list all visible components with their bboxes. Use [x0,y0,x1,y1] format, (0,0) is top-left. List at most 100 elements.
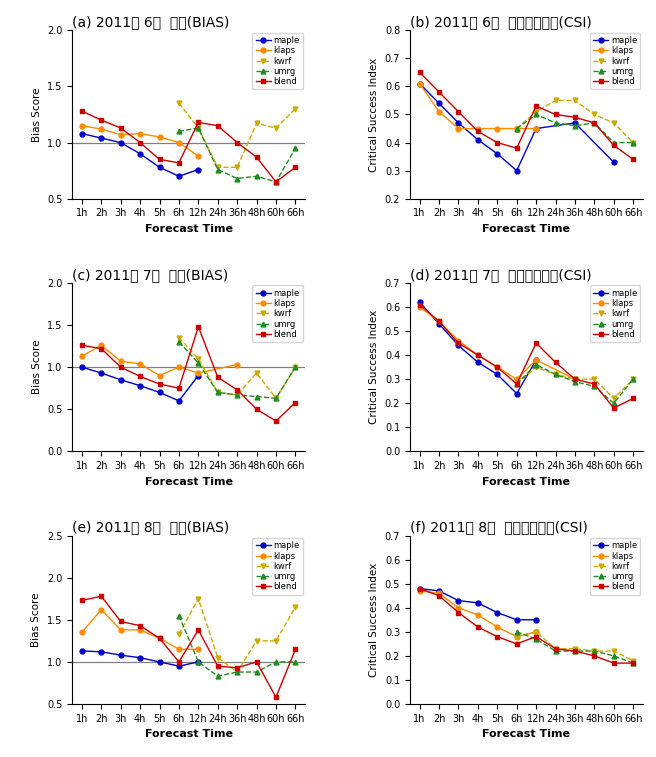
kwrf [571,96,579,105]
blend [291,163,299,172]
kwrf [253,369,260,378]
blend [610,659,618,668]
klaps [136,625,144,634]
Line: blend: blend [417,302,636,410]
maple [136,381,144,390]
blend [552,110,560,119]
klaps [155,634,163,643]
kwrf [291,603,299,612]
blend [272,693,280,702]
umrg [175,611,183,620]
kwrf [571,375,579,384]
kwrf [194,354,202,363]
klaps [78,628,86,637]
blend [155,379,163,388]
maple [97,647,105,656]
umrg [590,118,598,127]
blend [175,657,183,666]
blend [455,107,462,117]
blend [416,584,424,593]
blend [117,617,125,626]
klaps [97,125,105,134]
blend [234,138,241,147]
blend [136,372,144,381]
blend [455,338,462,347]
umrg [291,363,299,372]
kwrf [629,375,637,384]
klaps [435,589,443,598]
kwrf [513,632,521,641]
kwrf [253,119,260,128]
X-axis label: Forecast Time: Forecast Time [144,729,233,740]
blend [416,68,424,77]
klaps [194,645,202,654]
Text: (e) 2011년 8월  편이(BIAS): (e) 2011년 8월 편이(BIAS) [72,520,230,534]
blend [513,379,521,388]
blend [610,403,618,413]
maple [416,79,424,88]
umrg [234,174,241,183]
klaps [175,138,183,147]
klaps [571,375,579,384]
umrg [532,360,540,369]
klaps [455,336,462,345]
klaps [435,317,443,326]
kwrf [214,388,222,397]
umrg [194,358,202,367]
maple [175,397,183,406]
maple [78,129,86,138]
Line: kwrf: kwrf [514,629,636,663]
umrg [175,127,183,136]
blend [590,118,598,127]
blend [117,123,125,132]
blend [175,384,183,393]
Line: maple: maple [417,300,539,396]
blend [136,621,144,631]
maple [416,584,424,593]
blend [435,591,443,600]
kwrf [194,123,202,132]
Y-axis label: Critical Success Index: Critical Success Index [369,58,379,172]
blend [97,592,105,601]
klaps [117,625,125,634]
Line: umrg: umrg [514,363,636,406]
blend [474,350,482,360]
blend [455,608,462,617]
kwrf [214,163,222,172]
klaps [234,360,241,369]
umrg [253,668,260,677]
umrg [629,138,637,147]
maple [455,118,462,127]
klaps [97,605,105,614]
maple [474,358,482,367]
umrg [234,668,241,677]
maple [155,388,163,397]
umrg [629,375,637,384]
blend [78,107,86,116]
Legend: maple, klaps, kwrf, umrg, blend: maple, klaps, kwrf, umrg, blend [590,285,640,342]
Line: kwrf: kwrf [176,335,298,400]
blend [136,138,144,147]
maple [155,163,163,172]
klaps [136,129,144,138]
kwrf [590,375,598,384]
blend [214,121,222,130]
umrg [513,379,521,388]
umrg [513,124,521,133]
blend [291,645,299,654]
blend [194,322,202,332]
blend [272,177,280,186]
blend [175,158,183,167]
Line: blend: blend [79,109,298,184]
klaps [97,341,105,350]
umrg [253,172,260,181]
maple [493,149,501,158]
umrg [194,657,202,666]
blend [97,116,105,125]
umrg [214,165,222,174]
kwrf [532,363,540,372]
maple [532,355,540,364]
kwrf [513,379,521,388]
klaps [117,130,125,139]
maple [435,98,443,107]
